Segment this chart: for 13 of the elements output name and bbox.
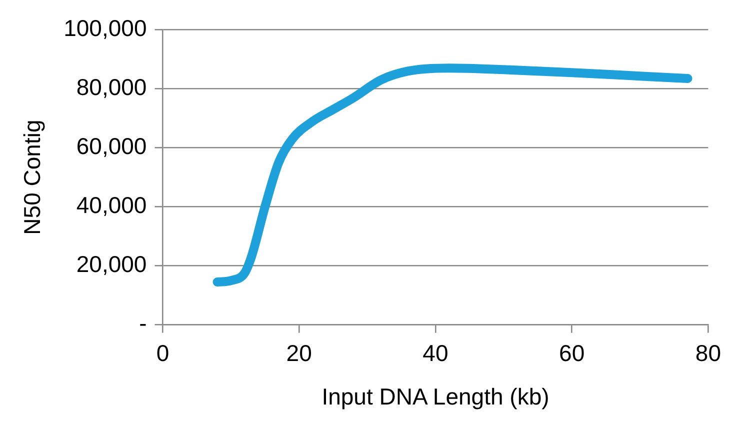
x-tick-label: 40 <box>422 340 448 366</box>
y-tick-label: 20,000 <box>76 251 147 278</box>
y-axis-title: N50 Contig <box>19 120 46 235</box>
y-tick-label: 80,000 <box>76 74 147 100</box>
x-tick-label: 80 <box>695 340 722 366</box>
x-tick-label: 60 <box>559 340 585 366</box>
x-axis-title: Input DNA Length (kb) <box>322 384 550 410</box>
y-tick-label: 60,000 <box>76 133 147 160</box>
y-tick-label: 40,000 <box>76 192 147 218</box>
x-tick-label: 0 <box>156 340 170 366</box>
y-tick-label: 100,000 <box>64 15 147 42</box>
y-tick-label: - <box>139 310 147 336</box>
x-tick-label: 20 <box>286 340 312 366</box>
